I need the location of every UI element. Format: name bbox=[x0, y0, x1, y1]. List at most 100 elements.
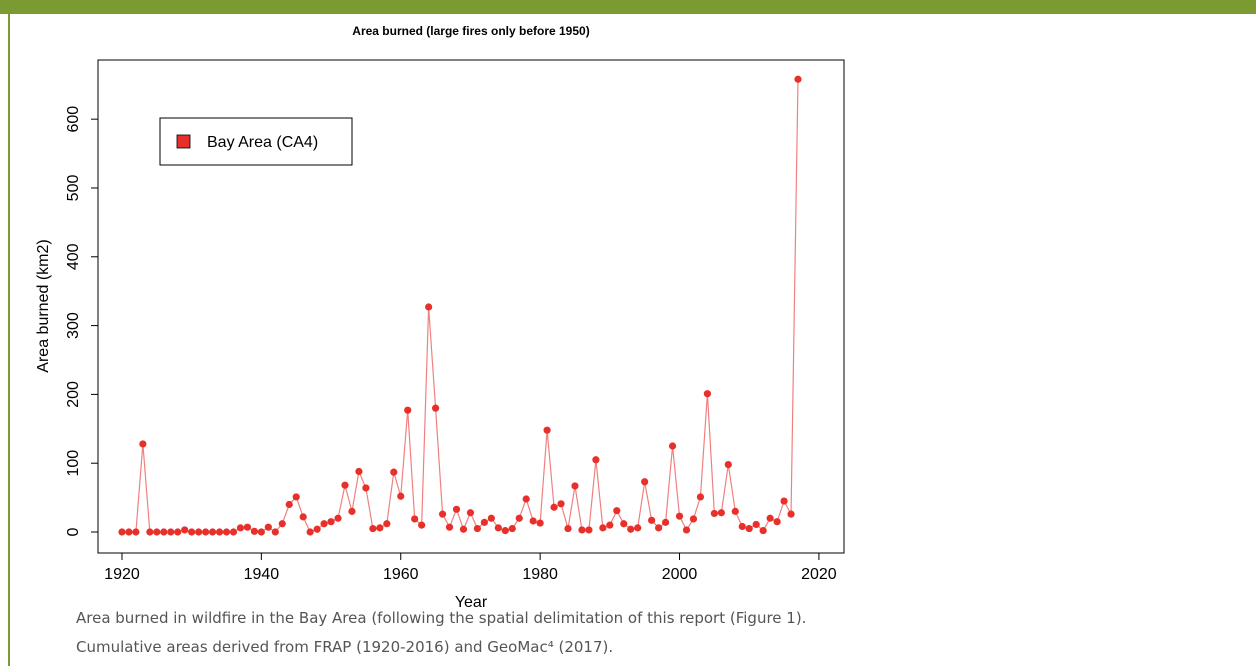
y-tick-label: 200 bbox=[65, 381, 82, 408]
data-point bbox=[285, 500, 293, 509]
x-axis-label: Year bbox=[455, 594, 488, 611]
data-point bbox=[682, 526, 691, 534]
chart-title: Area burned (large fires only before 195… bbox=[352, 24, 589, 38]
x-tick-label: 1940 bbox=[244, 566, 280, 583]
data-point bbox=[752, 520, 760, 529]
legend-swatch bbox=[176, 134, 191, 149]
y-axis-label: Area burned (km2) bbox=[35, 239, 52, 372]
data-point bbox=[195, 528, 203, 536]
data-point bbox=[264, 523, 272, 531]
data-point bbox=[397, 492, 405, 500]
data-point bbox=[466, 509, 475, 517]
data-point bbox=[766, 514, 774, 522]
data-point bbox=[515, 514, 523, 522]
data-point bbox=[160, 528, 168, 536]
data-point bbox=[215, 528, 224, 536]
data-point bbox=[675, 512, 684, 520]
data-point bbox=[278, 520, 286, 528]
data-point bbox=[564, 524, 572, 533]
data-point bbox=[494, 524, 502, 532]
data-point bbox=[592, 456, 600, 464]
data-point bbox=[362, 484, 370, 492]
top-bar bbox=[0, 0, 1256, 14]
data-point bbox=[425, 303, 433, 311]
data-point bbox=[404, 406, 412, 414]
data-point bbox=[299, 513, 307, 521]
data-point bbox=[250, 527, 258, 535]
side-rule bbox=[8, 14, 10, 666]
data-point bbox=[139, 440, 147, 448]
data-point bbox=[271, 528, 279, 536]
y-tick-label: 400 bbox=[65, 243, 82, 270]
data-point bbox=[738, 522, 746, 531]
data-point bbox=[146, 528, 154, 536]
data-point bbox=[480, 518, 488, 526]
data-point bbox=[717, 509, 725, 517]
x-tick-label: 2000 bbox=[662, 566, 698, 583]
data-point bbox=[132, 528, 140, 536]
data-point bbox=[550, 503, 558, 511]
data-point bbox=[390, 468, 398, 476]
data-point bbox=[473, 524, 482, 533]
data-point bbox=[759, 527, 767, 535]
data-point bbox=[634, 524, 642, 532]
x-tick-label: 1960 bbox=[383, 566, 419, 583]
data-point bbox=[306, 528, 314, 536]
plot-frame bbox=[97, 59, 845, 554]
data-point bbox=[292, 493, 300, 501]
data-point bbox=[369, 524, 377, 533]
data-point bbox=[689, 515, 698, 523]
data-point bbox=[794, 75, 802, 83]
y-tick-label: 300 bbox=[65, 312, 82, 339]
data-point bbox=[501, 527, 509, 535]
data-point bbox=[487, 514, 495, 522]
data-point bbox=[348, 507, 356, 515]
data-point bbox=[229, 528, 238, 536]
data-point bbox=[257, 528, 265, 536]
data-point bbox=[787, 510, 795, 518]
x-tick-label: 2020 bbox=[801, 566, 837, 583]
data-point bbox=[236, 524, 245, 532]
caption: Area burned in wildfire in the Bay Area … bbox=[76, 609, 806, 627]
data-point bbox=[118, 528, 126, 536]
data-point bbox=[320, 520, 328, 528]
data-point bbox=[710, 509, 718, 518]
data-point bbox=[655, 524, 663, 532]
data-point bbox=[703, 390, 712, 398]
data-point bbox=[208, 528, 217, 536]
data-point bbox=[599, 524, 607, 532]
data-point bbox=[438, 510, 447, 518]
data-point bbox=[648, 516, 656, 524]
y-tick-label: 0 bbox=[65, 527, 82, 536]
data-point bbox=[355, 467, 363, 476]
data-point bbox=[459, 525, 468, 533]
data-point bbox=[529, 517, 537, 525]
data-point bbox=[181, 526, 189, 534]
data-point bbox=[745, 524, 753, 533]
data-point bbox=[536, 519, 544, 527]
x-tick-label: 1920 bbox=[104, 566, 140, 583]
data-point bbox=[153, 528, 161, 536]
data-point bbox=[167, 528, 175, 536]
data-point bbox=[327, 518, 335, 526]
data-point bbox=[243, 523, 252, 531]
data-point bbox=[661, 518, 670, 526]
data-point bbox=[696, 493, 705, 501]
data-point bbox=[613, 507, 621, 515]
data-point bbox=[557, 500, 565, 508]
data-point bbox=[418, 521, 426, 529]
data-point bbox=[411, 515, 419, 523]
data-point bbox=[334, 514, 342, 522]
data-point bbox=[724, 460, 732, 469]
data-point bbox=[188, 528, 196, 536]
data-point bbox=[508, 524, 516, 533]
data-point bbox=[571, 482, 579, 490]
data-point bbox=[431, 404, 440, 412]
data-point bbox=[578, 526, 586, 534]
data-point bbox=[620, 520, 628, 528]
legend-label: Bay Area (CA4) bbox=[207, 134, 318, 151]
data-point bbox=[773, 518, 781, 526]
data-point bbox=[383, 520, 391, 528]
